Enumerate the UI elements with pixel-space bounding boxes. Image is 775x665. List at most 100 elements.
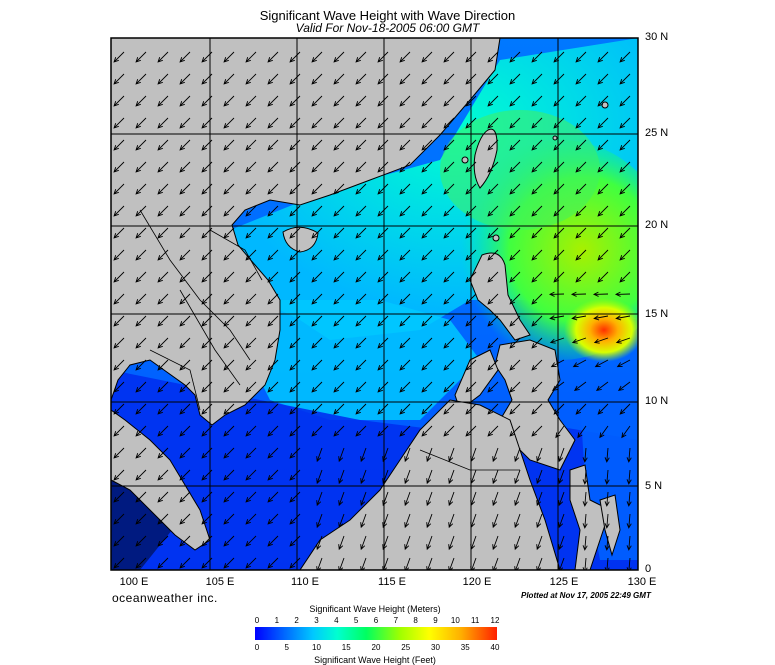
direction-arrow (597, 403, 609, 415)
lon-label-125e: 125 E (549, 576, 579, 588)
direction-arrow (487, 403, 499, 415)
direction-arrow (311, 73, 323, 85)
direction-arrow (619, 249, 631, 261)
direction-arrow (509, 337, 521, 349)
direction-arrow (201, 337, 213, 349)
direction-arrow (157, 117, 169, 129)
direction-arrow (360, 535, 367, 551)
legend-tick: 9 (433, 616, 438, 625)
direction-arrow (245, 425, 257, 437)
direction-arrow (531, 205, 543, 217)
direction-arrow (179, 51, 191, 63)
direction-arrow (245, 161, 257, 173)
direction-arrow (245, 183, 257, 195)
direction-arrow (135, 161, 147, 173)
direction-arrow (113, 447, 125, 459)
lon-label-120e: 120 E (462, 576, 492, 588)
direction-arrow (338, 513, 345, 529)
direction-arrow (311, 183, 323, 195)
direction-arrow (311, 227, 323, 239)
direction-arrow (421, 337, 433, 349)
direction-arrow (470, 469, 477, 485)
direction-arrow (201, 469, 213, 481)
direction-arrow (443, 117, 455, 129)
direction-arrow (289, 95, 301, 107)
direction-arrow (604, 469, 610, 485)
direction-arrow (404, 513, 411, 529)
direction-arrow (443, 425, 455, 437)
direction-arrow (201, 95, 213, 107)
direction-arrow (377, 73, 389, 85)
direction-arrow (487, 249, 499, 261)
direction-arrow (509, 73, 521, 85)
direction-arrow (514, 447, 521, 463)
direction-arrow (223, 535, 235, 547)
plotted-timestamp: Plotted at Nov 17, 2005 22:49 GMT (521, 591, 651, 600)
direction-arrow (267, 51, 279, 63)
direction-arrow (157, 227, 169, 239)
direction-arrow (157, 469, 169, 481)
direction-arrow (289, 117, 301, 129)
direction-arrow (377, 425, 389, 437)
direction-arrow (487, 117, 499, 129)
direction-arrow (377, 205, 389, 217)
direction-arrow (465, 315, 477, 327)
direction-arrow (289, 161, 301, 173)
direction-arrow (245, 491, 257, 503)
direction-arrow (487, 139, 499, 151)
direction-arrow (179, 271, 191, 283)
direction-arrow (531, 183, 543, 195)
chart-subtitle: Valid For Nov-18-2005 06:00 GMT (295, 21, 480, 35)
direction-arrow (448, 447, 455, 463)
direction-arrow (179, 73, 191, 85)
direction-arrow (536, 447, 543, 463)
direction-arrow (536, 491, 543, 507)
direction-arrow (316, 447, 323, 463)
direction-arrow (223, 425, 235, 437)
direction-arrow (267, 381, 279, 393)
legend-tick: 0 (254, 643, 260, 652)
direction-arrow (179, 117, 191, 129)
direction-arrow (443, 227, 455, 239)
direction-arrow (245, 117, 257, 129)
direction-arrow (421, 381, 433, 393)
direction-arrow (575, 161, 587, 173)
chart-title: Significant Wave Height with Wave Direct… (259, 8, 516, 23)
direction-arrow (333, 359, 345, 371)
direction-arrow (553, 183, 565, 195)
direction-arrow (157, 139, 169, 151)
direction-arrow (492, 535, 499, 551)
direction-arrow (245, 557, 257, 569)
direction-arrow (245, 249, 257, 261)
direction-arrow (223, 227, 235, 239)
direction-arrow (592, 291, 609, 297)
direction-arrow (135, 381, 147, 393)
direction-arrow (399, 117, 411, 129)
direction-arrow (575, 205, 587, 217)
direction-arrow (223, 403, 235, 415)
direction-arrow (223, 161, 235, 173)
direction-arrow (377, 381, 389, 393)
direction-arrow (179, 183, 191, 195)
direction-arrow (338, 447, 345, 463)
direction-arrow (179, 205, 191, 217)
direction-arrow (355, 227, 367, 239)
legend-tick: 10 (450, 616, 460, 625)
direction-arrow (179, 491, 191, 503)
direction-arrow (487, 51, 499, 63)
direction-arrow (201, 359, 213, 371)
direction-arrow (536, 557, 543, 570)
legend-tick: 6 (373, 616, 379, 625)
direction-arrow (113, 139, 125, 151)
direction-arrow (201, 51, 213, 63)
direction-arrow (360, 469, 367, 485)
direction-arrow (289, 293, 301, 305)
direction-arrow (245, 513, 257, 525)
direction-arrow (333, 51, 345, 63)
direction-arrow (201, 271, 213, 283)
direction-arrow (135, 139, 147, 151)
direction-arrow (135, 447, 147, 459)
direction-arrow (492, 469, 499, 485)
direction-arrow (487, 337, 499, 349)
direction-arrow (421, 293, 433, 305)
